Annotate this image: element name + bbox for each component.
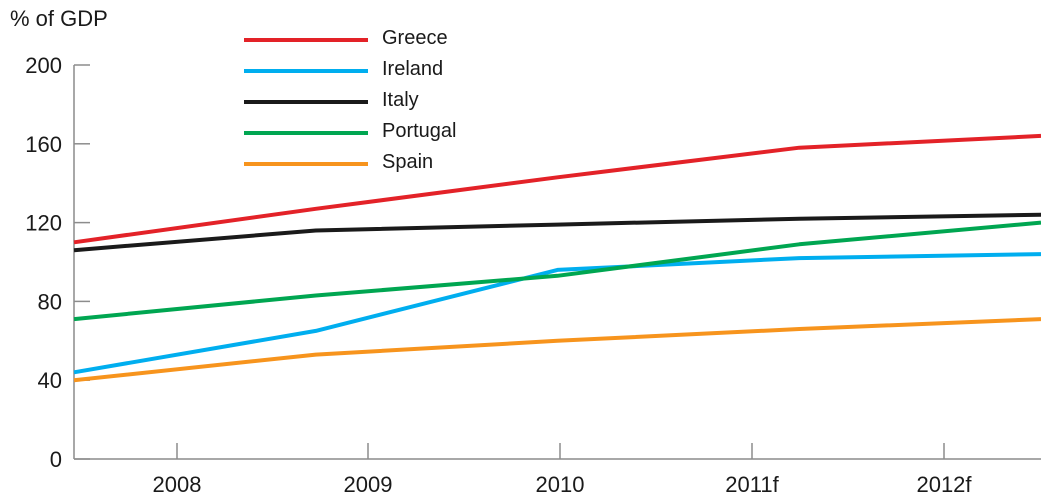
x-tick-label: 2012f xyxy=(916,472,972,497)
x-tick-label: 2009 xyxy=(344,472,393,497)
legend-label-italy: Italy xyxy=(382,89,419,111)
y-tick-label: 160 xyxy=(25,132,62,157)
y-tick-label: 120 xyxy=(25,211,62,236)
y-tick-label: 200 xyxy=(25,53,62,78)
legend-label-portugal: Portugal xyxy=(382,120,457,142)
y-axis-unit-label: % of GDP xyxy=(10,6,108,31)
y-tick-label: 0 xyxy=(50,447,62,472)
y-axis-ticks: 0 40 80 120 160 200 xyxy=(25,53,90,472)
series-lines xyxy=(73,133,1041,383)
series-line-portugal xyxy=(73,220,1041,322)
y-tick-label: 80 xyxy=(38,289,62,314)
series-line-spain xyxy=(73,317,1041,383)
legend: Greece Ireland Italy Portugal Spain xyxy=(244,27,457,173)
legend-label-spain: Spain xyxy=(382,151,433,173)
x-axis-ticks: 2008 2009 2010 2011f 2012f xyxy=(153,443,972,497)
legend-label-greece: Greece xyxy=(382,27,448,49)
y-tick-label: 40 xyxy=(38,368,62,393)
series-line-ireland xyxy=(73,252,1041,375)
legend-label-ireland: Ireland xyxy=(382,58,443,80)
series-line-italy xyxy=(73,212,1041,253)
x-tick-label: 2011f xyxy=(725,472,779,497)
series-line-greece xyxy=(73,133,1041,245)
axes xyxy=(73,65,1041,460)
x-tick-label: 2008 xyxy=(153,472,202,497)
x-tick-label: 2010 xyxy=(536,472,585,497)
